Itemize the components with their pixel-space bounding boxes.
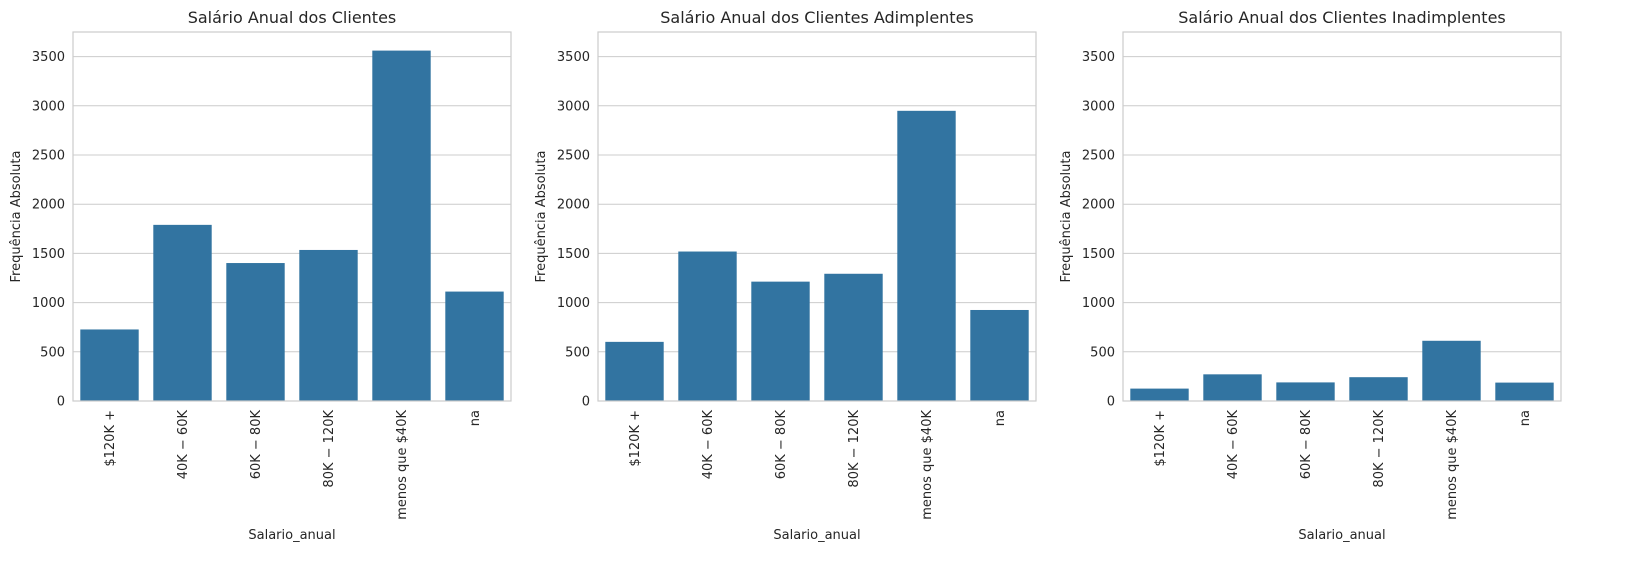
y-tick-label: 3000 [1082,99,1115,114]
x-tick-label: $120K + [628,410,643,467]
y-tick-label: 500 [40,345,65,360]
y-tick-label: 3500 [1082,50,1115,65]
y-tick-label: 3500 [32,50,65,65]
x-tick-label: 60K − 80K [1299,410,1314,480]
chart-title: Salário Anual dos Clientes Inadimplentes [1178,8,1506,27]
y-tick-label: 0 [582,395,590,410]
y-axis-label: Frequência Absoluta [9,151,24,283]
bar [1422,340,1481,401]
y-tick-label: 3000 [32,99,65,114]
bar [1203,374,1262,401]
y-axis-label: Frequência Absoluta [534,151,549,283]
y-tick-label: 2500 [557,149,590,164]
bar [1349,377,1408,401]
y-tick-label: 1000 [32,296,65,311]
bar [824,273,883,401]
bar [1276,382,1335,401]
x-tick-label: 80K − 120K [1372,410,1387,488]
plot-frame [1122,31,1562,402]
bar [153,224,212,401]
y-tick-label: 2500 [1082,149,1115,164]
y-tick-label: 500 [1090,345,1115,360]
x-tick-label: na [993,410,1008,426]
y-tick-label: 2000 [32,198,65,213]
bar [226,263,285,401]
x-tick-label: na [1518,410,1533,426]
y-tick-label: 2000 [1082,198,1115,213]
bar [605,341,664,401]
y-tick-label: 0 [57,395,65,410]
x-tick-label: menos que $40K [920,410,935,520]
chart-title: Salário Anual dos Clientes [188,8,397,27]
x-tick-label: 40K − 60K [701,410,716,480]
y-tick-label: 1000 [1082,296,1115,311]
chart-panel-1: 0 500 1000 1500 2000 2500 3000 3500 $120K + 40K −… [9,8,512,543]
y-tick-label: 1500 [32,247,65,262]
x-axis-label: Salario_anual [248,528,335,543]
x-axis-label: Salario_anual [773,528,860,543]
y-tick-label: 1500 [1082,247,1115,262]
x-tick-label: $120K + [103,410,118,467]
y-tick-label: 1500 [557,247,590,262]
bar [445,291,504,401]
x-tick-label: 60K − 80K [774,410,789,480]
bar [678,251,737,401]
bar [897,110,956,402]
bar [372,50,431,402]
x-tick-label: $120K + [1153,410,1168,467]
x-tick-label: 80K − 120K [322,410,337,488]
y-tick-label: 3000 [557,99,590,114]
chart-panel-2: 0 500 1000 1500 2000 2500 3000 3500 $120K + 40K −… [534,8,1037,543]
bar [1495,382,1554,401]
y-tick-label: 2000 [557,198,590,213]
y-tick-label: 500 [565,345,590,360]
bar [80,329,139,401]
y-tick-label: 3500 [557,50,590,65]
plot-frame [72,31,512,402]
y-tick-label: 2500 [32,149,65,164]
plot-frame [597,31,1037,402]
bar [1130,388,1189,401]
bar [299,249,358,401]
x-tick-label: menos que $40K [395,410,410,520]
bar [970,309,1029,401]
x-axis-label: Salario_anual [1298,528,1385,543]
x-tick-label: 40K − 60K [176,410,191,480]
x-tick-label: 40K − 60K [1226,410,1241,480]
chart-panel-3: 0 500 1000 1500 2000 2500 3000 3500 $120K + 40K −… [1059,8,1562,543]
chart-title: Salário Anual dos Clientes Adimplentes [660,8,974,27]
x-tick-label: menos que $40K [1445,410,1460,520]
y-axis-label: Frequência Absoluta [1059,151,1074,283]
x-tick-label: na [468,410,483,426]
bar [751,281,810,401]
x-tick-label: 80K − 120K [847,410,862,488]
y-tick-label: 1000 [557,296,590,311]
x-tick-label: 60K − 80K [249,410,264,480]
y-tick-label: 0 [1107,395,1115,410]
